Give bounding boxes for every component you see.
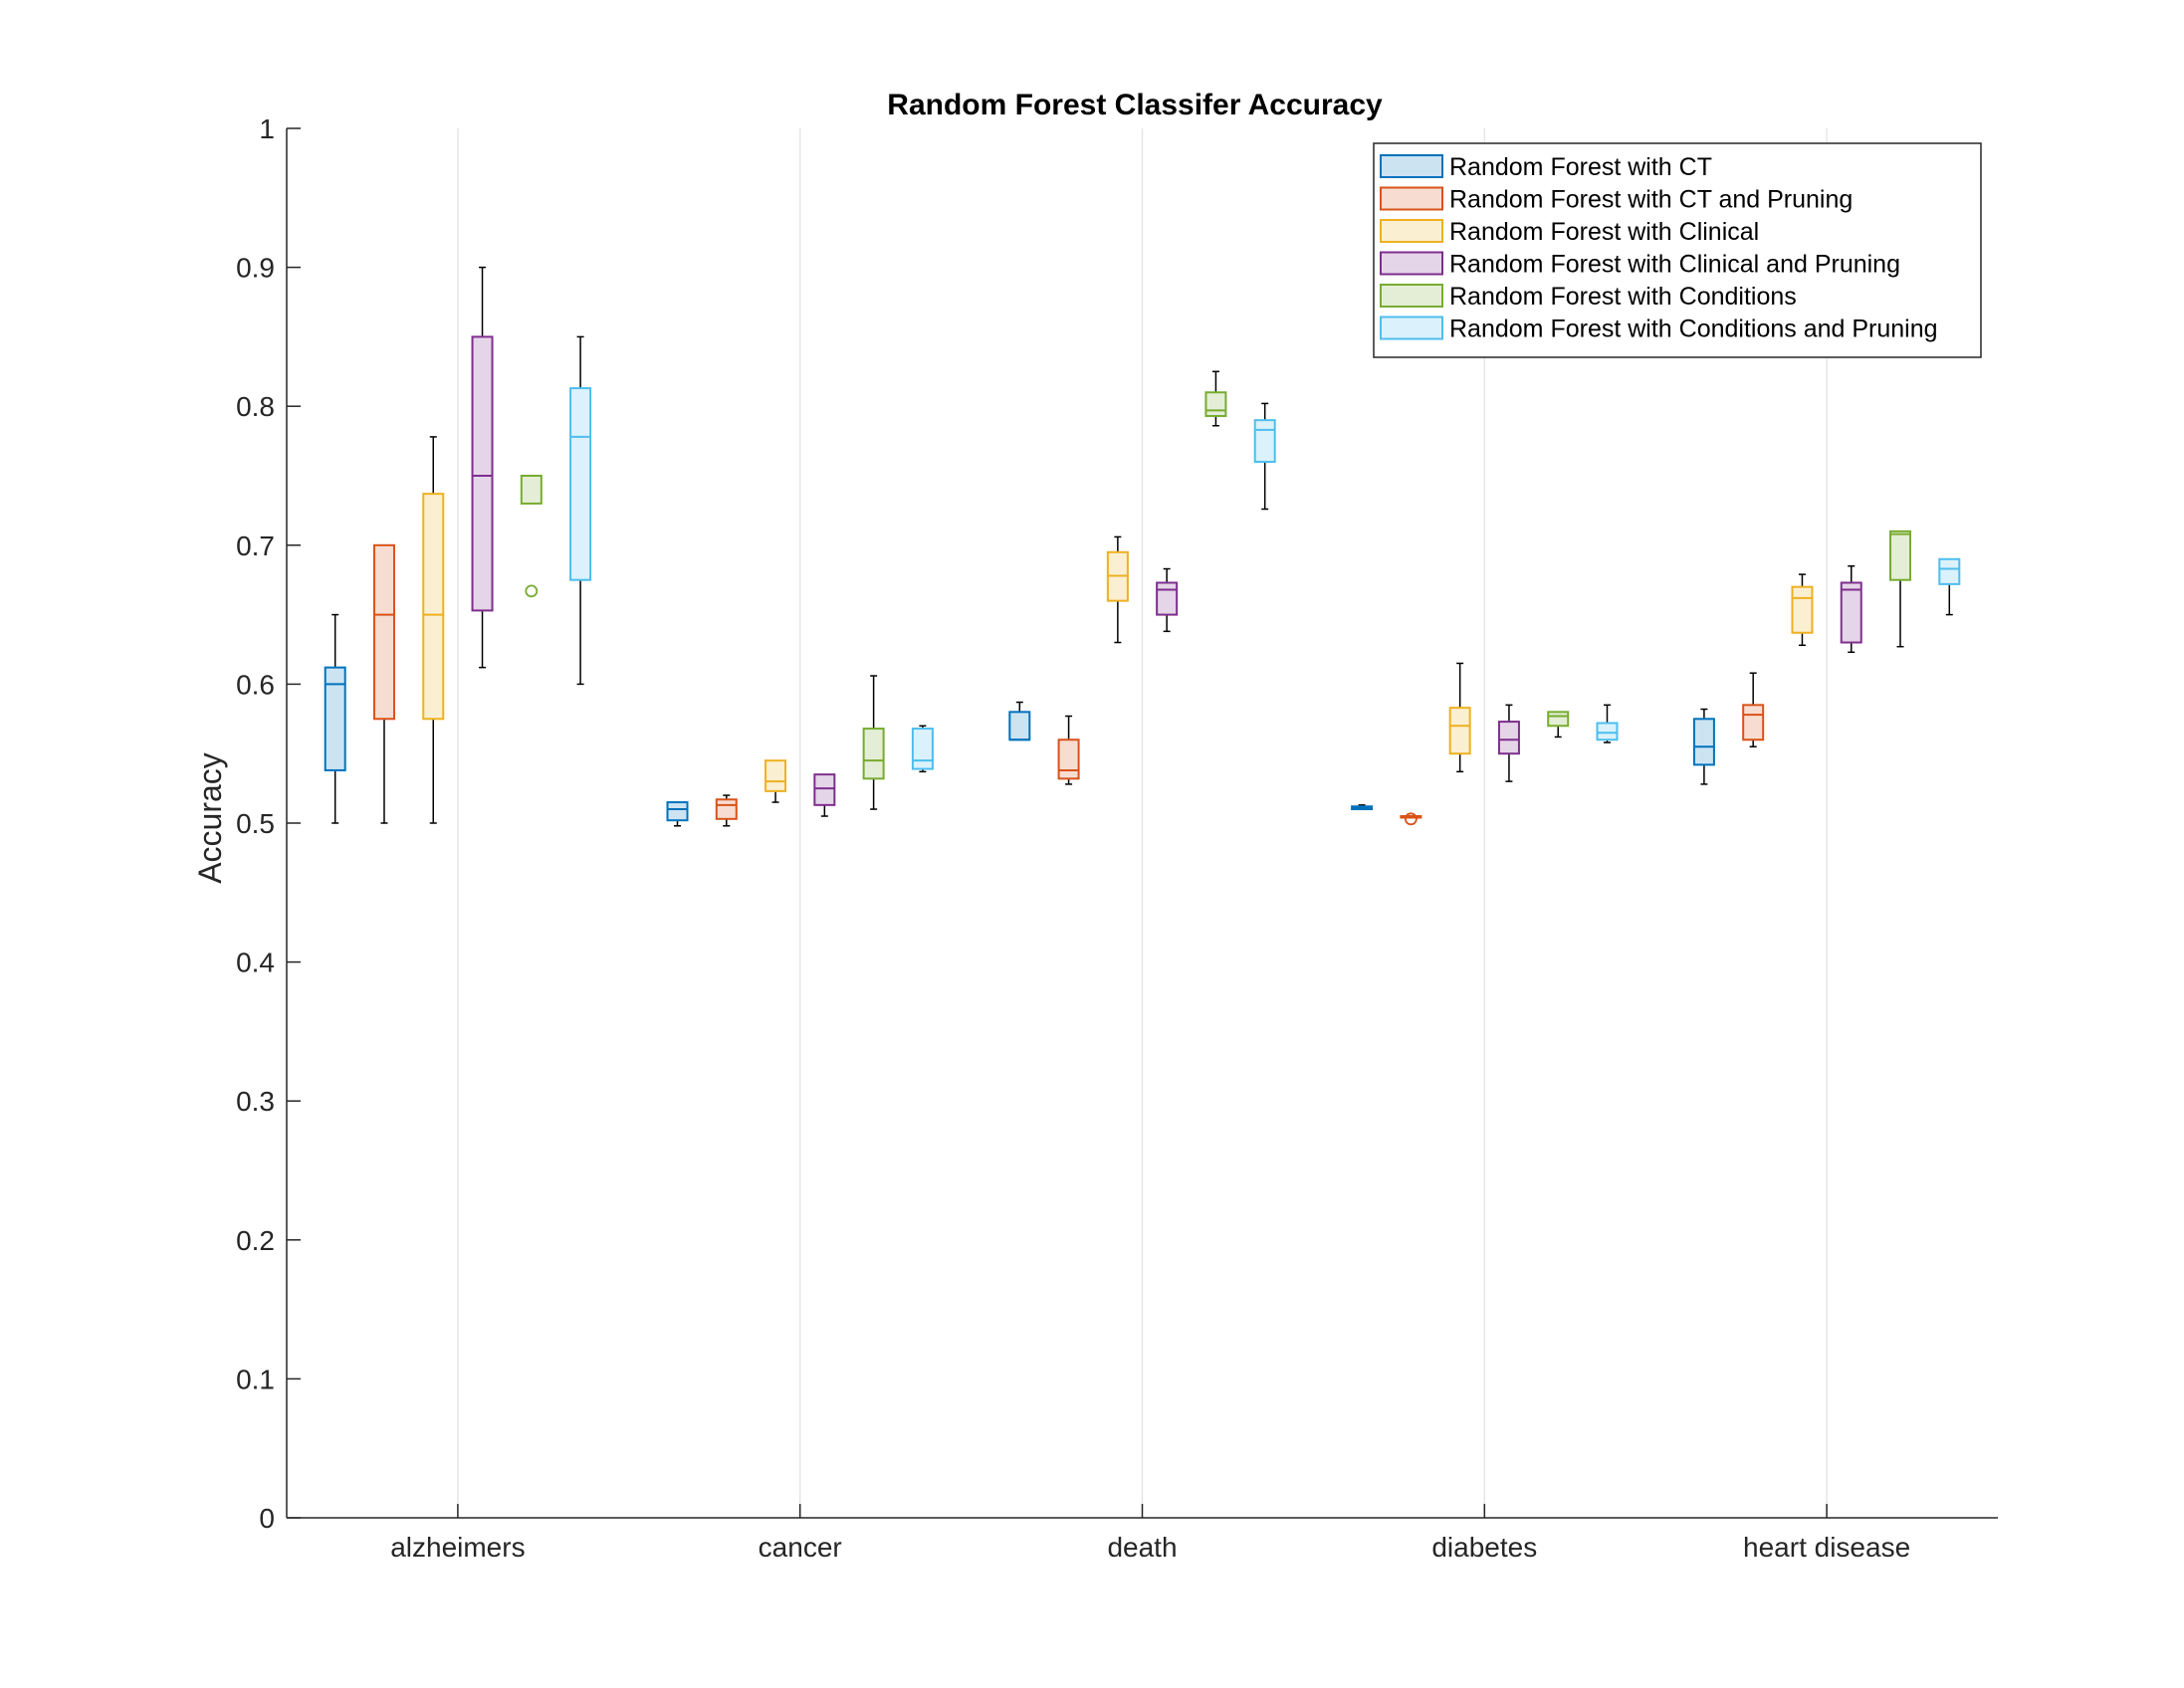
- outlier-point: [525, 584, 539, 598]
- box-group: [715, 794, 738, 827]
- box-group: [372, 543, 395, 824]
- box: [520, 475, 543, 505]
- box: [1742, 704, 1765, 741]
- chart-title: Random Forest Classifer Accuracy: [887, 89, 1383, 121]
- box: [372, 543, 395, 721]
- legend-swatch: [1380, 154, 1443, 178]
- box: [1840, 581, 1862, 644]
- box-group: [422, 436, 445, 824]
- legend-swatch: [1380, 284, 1443, 308]
- box-group: [911, 725, 934, 773]
- box: [911, 728, 934, 770]
- x-tick-label: cancer: [759, 1532, 842, 1563]
- box-group: [1106, 535, 1129, 644]
- legend-label: Random Forest with Clinical: [1449, 218, 1759, 246]
- box: [1938, 557, 1961, 585]
- y-tick-label: 0.1: [236, 1364, 275, 1394]
- box: [1547, 711, 1570, 728]
- y-tick-label: 0.7: [236, 530, 275, 561]
- legend-swatch: [1380, 316, 1443, 340]
- y-tick-label: 0.5: [236, 808, 275, 839]
- legend-label: Random Forest with CT and Pruning: [1449, 186, 1853, 214]
- y-tick-label: 0.6: [236, 669, 275, 700]
- x-tick-label: death: [1107, 1532, 1177, 1563]
- axes: 0 0.1 0.2 0.3 0.4 0.5 0.6 0.7 0.8 0.9 1 alzheimers c…: [236, 113, 1998, 1563]
- box-group: [1497, 704, 1520, 782]
- box-group: [1791, 573, 1814, 647]
- box: [1692, 718, 1715, 766]
- y-axis-label: Accuracy: [192, 752, 228, 884]
- box-group: [1840, 564, 1862, 654]
- outlier-point: [1404, 812, 1418, 826]
- box-group: [1204, 370, 1227, 427]
- box: [1596, 722, 1619, 741]
- legend-label: Random Forest with CT: [1449, 153, 1712, 181]
- box: [324, 666, 346, 771]
- box-group: [1351, 804, 1374, 811]
- box: [1204, 391, 1227, 417]
- legend-label: Random Forest with Conditions: [1449, 283, 1797, 311]
- y-tick-label: 1: [259, 113, 275, 144]
- box-group: [1692, 708, 1715, 785]
- legend-label: Random Forest with Clinical and Pruning: [1449, 251, 1900, 279]
- box-group: [1057, 715, 1080, 785]
- x-tick-label: diabetes: [1431, 1532, 1537, 1563]
- box-group: [471, 266, 494, 669]
- box-layer: [324, 266, 1961, 827]
- box-group: [520, 475, 543, 598]
- grid-lines: [457, 128, 1828, 1518]
- legend-box: [1373, 142, 1982, 358]
- box-group: [1742, 672, 1765, 747]
- legend-swatch: [1380, 251, 1443, 276]
- box-group: [1008, 701, 1031, 741]
- legend-label: Random Forest with Conditions and Prunin…: [1449, 316, 1938, 343]
- legend: Random Forest with CT Random Forest with …: [1373, 142, 1982, 358]
- box-group: [1596, 704, 1619, 743]
- box: [1057, 738, 1080, 780]
- box: [1889, 529, 1912, 581]
- box-group: [1156, 567, 1179, 633]
- box: [715, 798, 738, 820]
- y-tick-label: 0.4: [236, 948, 275, 978]
- box: [1253, 419, 1276, 464]
- box-group: [324, 613, 346, 824]
- y-tick-label: 0: [259, 1503, 275, 1534]
- box: [569, 387, 592, 581]
- x-tick-label: alzheimers: [390, 1532, 525, 1563]
- box-group: [1938, 557, 1961, 616]
- box: [1497, 721, 1520, 755]
- box: [1448, 707, 1471, 755]
- box-group: [1448, 662, 1471, 773]
- box-group: [666, 801, 689, 827]
- box: [862, 728, 885, 780]
- box-group: [1889, 529, 1912, 648]
- box: [666, 801, 689, 822]
- box: [1791, 585, 1814, 634]
- box-group: [1253, 402, 1276, 511]
- box: [1156, 581, 1179, 616]
- box-group: [569, 335, 592, 686]
- box-group: [764, 759, 787, 803]
- y-tick-label: 0.2: [236, 1225, 275, 1256]
- box-group: [862, 675, 885, 810]
- legend-swatch: [1380, 219, 1443, 243]
- x-tick-label: heart disease: [1743, 1532, 1910, 1563]
- box-group: [813, 773, 836, 817]
- y-tick-label: 0.9: [236, 253, 275, 284]
- y-tick-label: 0.8: [236, 391, 275, 422]
- box: [422, 493, 445, 721]
- box-group: [1400, 812, 1422, 826]
- box-group: [1547, 711, 1570, 738]
- box: [813, 773, 836, 806]
- box: [1008, 711, 1031, 741]
- box: [471, 335, 494, 612]
- box: [764, 759, 787, 792]
- legend-swatch: [1380, 186, 1443, 211]
- y-tick-label: 0.3: [236, 1086, 275, 1117]
